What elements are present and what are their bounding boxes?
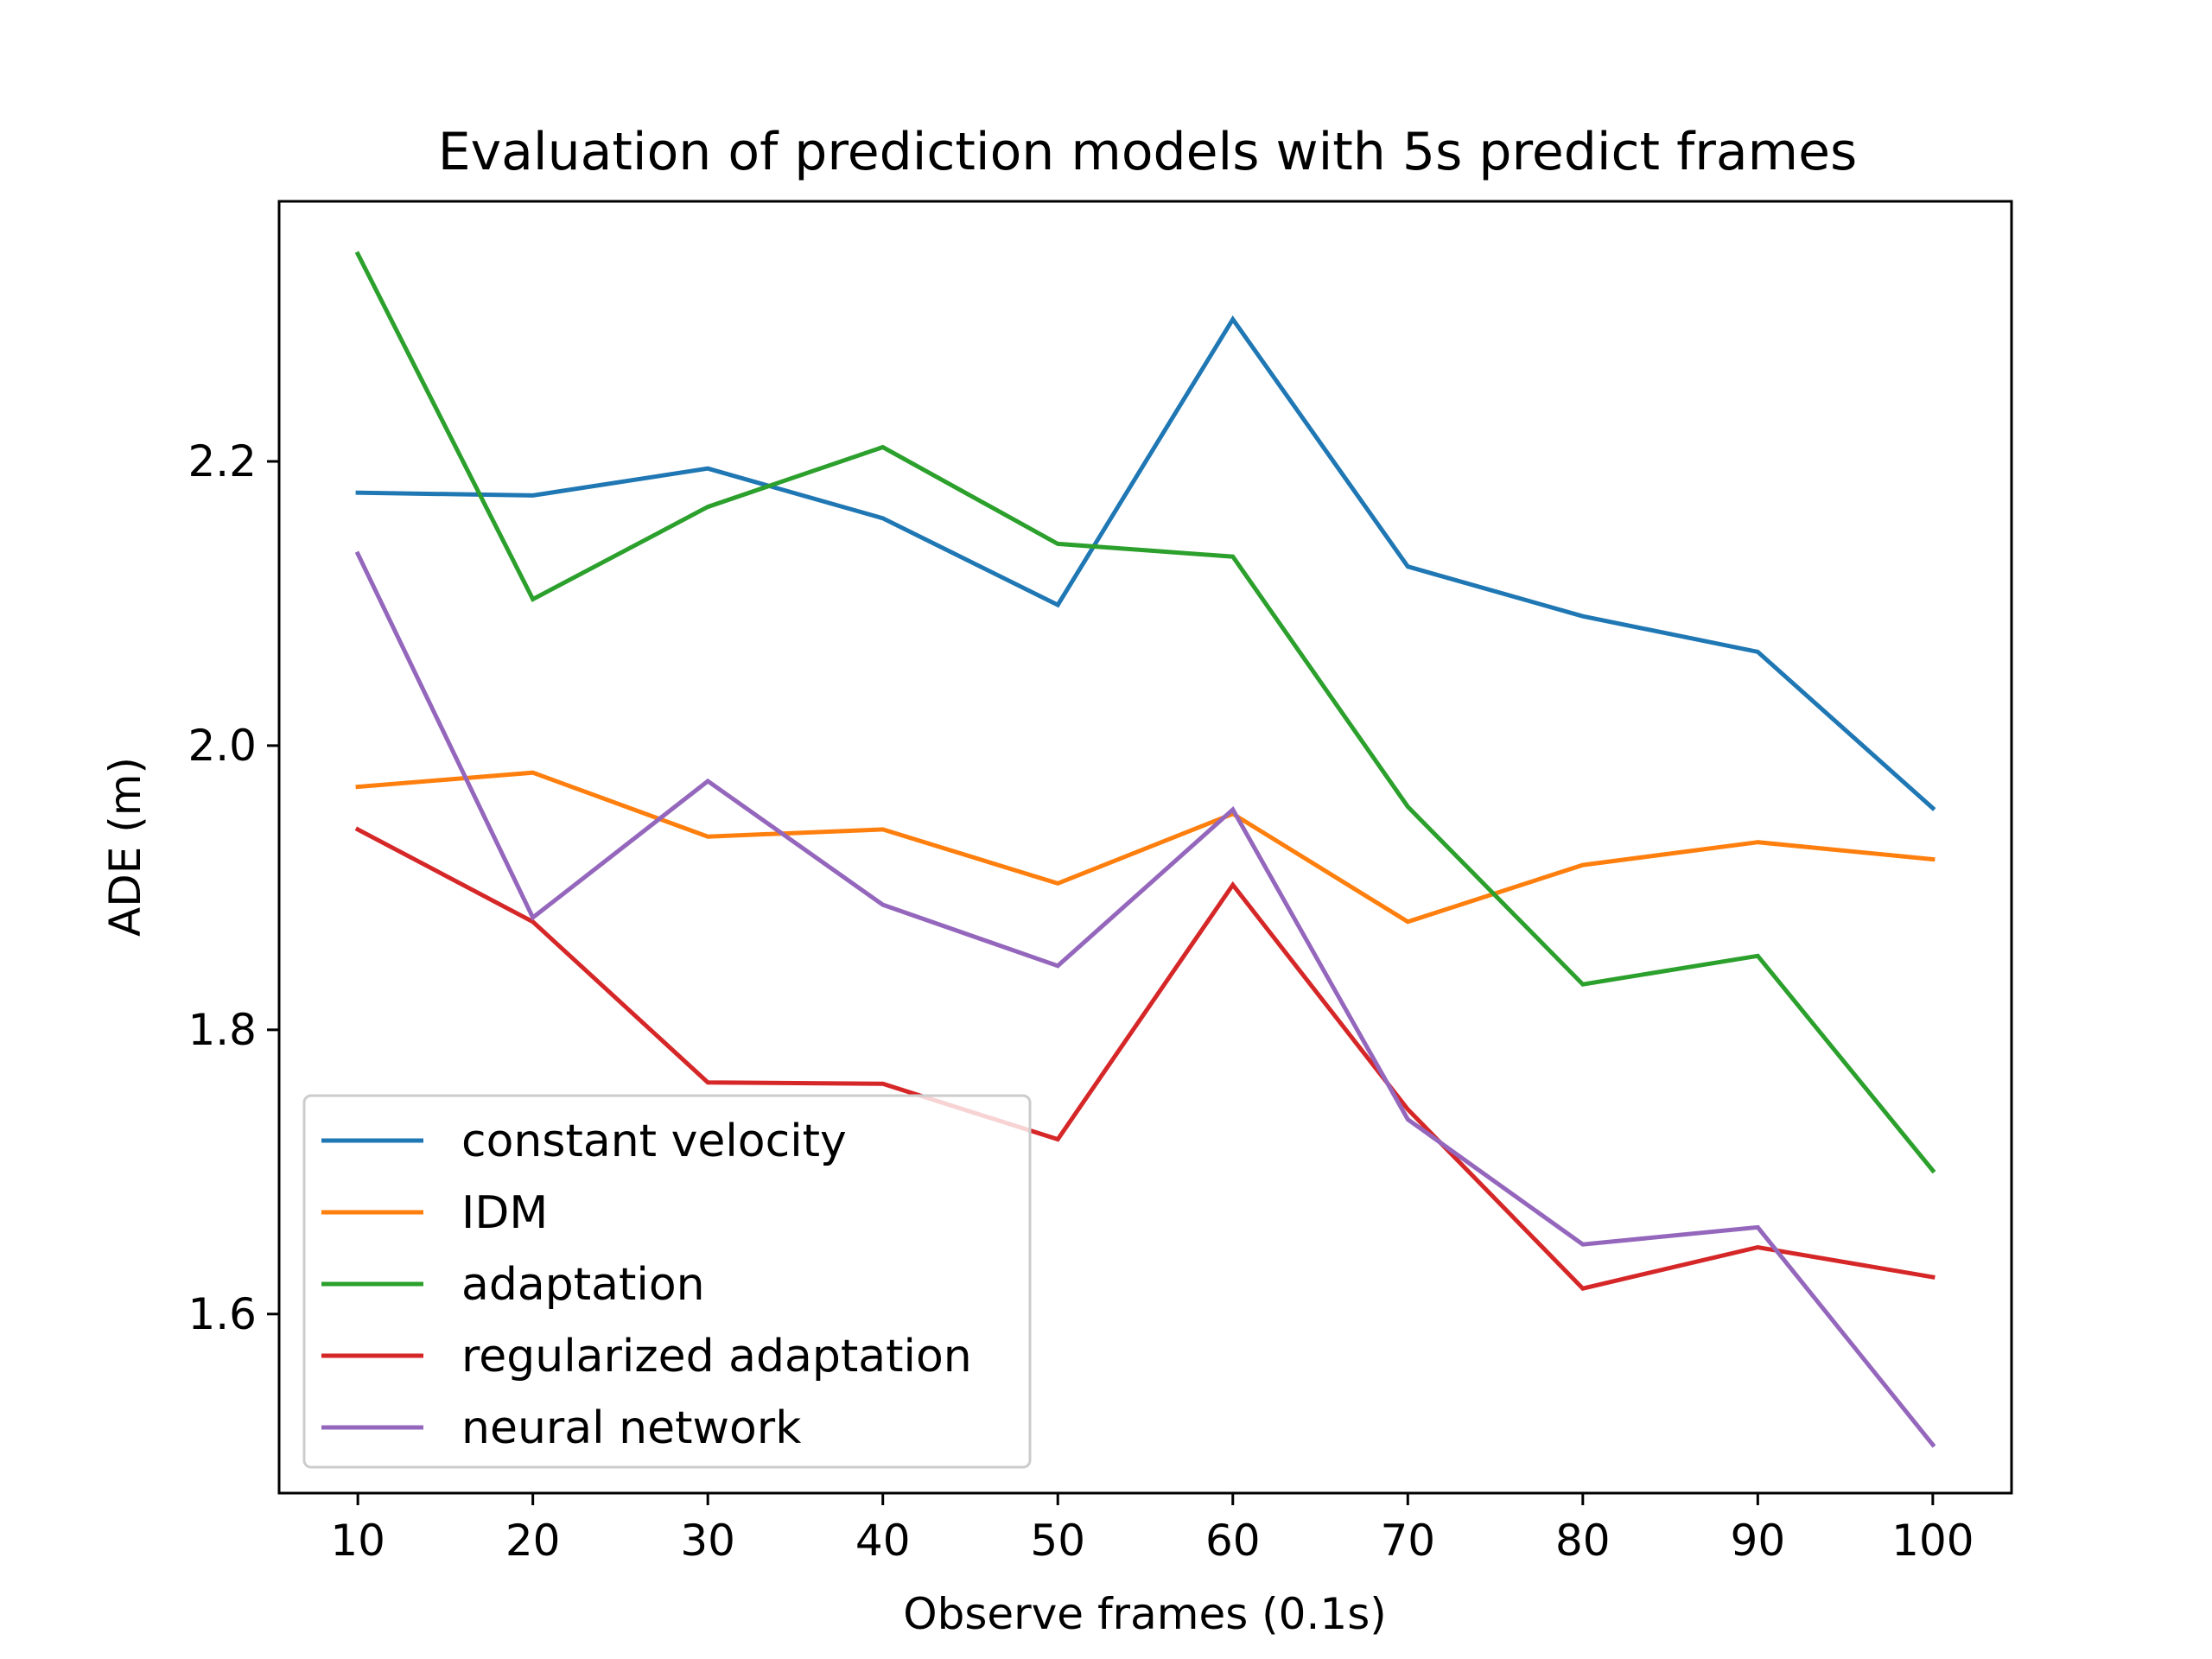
chart-title: Evaluation of prediction models with 5s …	[438, 122, 1858, 182]
legend-label: regularized adaptation	[461, 1331, 972, 1382]
x-axis-title: Observe frames (0.1s)	[903, 1589, 1387, 1639]
y-tick-label: 1.8	[188, 1005, 257, 1055]
legend: constant velocity IDM adaptation regularize…	[302, 1094, 1032, 1469]
y-tick-label: 2.2	[188, 436, 257, 486]
x-tick-label: 70	[1380, 1516, 1435, 1566]
x-tick-label: 20	[505, 1516, 561, 1566]
legend-label: constant velocity	[461, 1116, 847, 1167]
series-line-idm	[355, 770, 1936, 925]
y-tick-label: 2.0	[188, 721, 257, 771]
x-tick-label: 30	[680, 1516, 735, 1566]
x-tick-label: 50	[1030, 1516, 1085, 1566]
x-tick-label: 90	[1731, 1516, 1786, 1566]
legend-label: neural network	[461, 1402, 801, 1454]
series-line-adaptation	[354, 251, 1936, 1174]
x-tick-label: 100	[1891, 1516, 1974, 1566]
series-line-neural-network	[354, 550, 1936, 1448]
x-tick-label: 40	[855, 1516, 911, 1566]
legend-box	[302, 1094, 1032, 1469]
legend-label: adaptation	[461, 1259, 705, 1311]
y-axis-title: ADE (m)	[100, 757, 150, 937]
series-line-regularized-adaptation	[354, 826, 1936, 1291]
series-line-constant-velocity	[355, 315, 1936, 811]
x-tick-label: 60	[1205, 1516, 1261, 1566]
x-tick-label: 10	[330, 1516, 385, 1566]
legend-label: IDM	[461, 1187, 548, 1239]
y-tick-label: 1.6	[188, 1289, 257, 1339]
x-tick-label: 80	[1555, 1516, 1611, 1566]
plot-area-frame	[277, 200, 2013, 1495]
